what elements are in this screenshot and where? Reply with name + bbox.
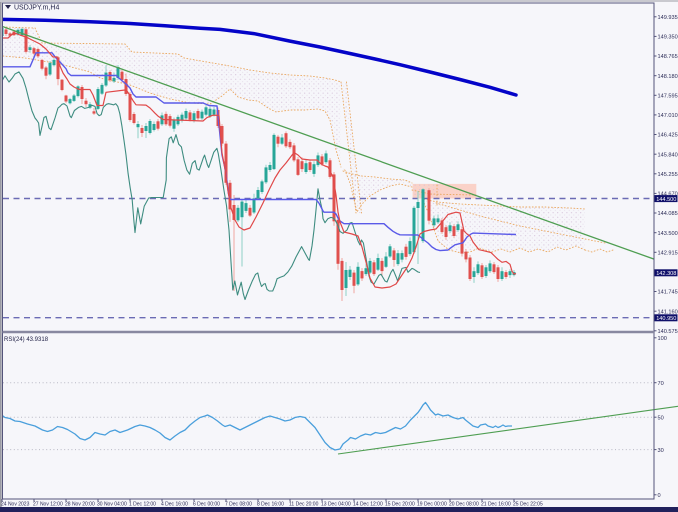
svg-text:100: 100 <box>658 336 667 342</box>
svg-text:0: 0 <box>658 493 661 499</box>
svg-text:148.180: 148.180 <box>658 74 678 80</box>
svg-text:27 Nov 12:00: 27 Nov 12:00 <box>33 502 63 508</box>
svg-text:11 Dec 20:00: 11 Dec 20:00 <box>289 502 319 508</box>
svg-text:14 Dec 12:00: 14 Dec 12:00 <box>353 502 383 508</box>
svg-text:28 Nov 20:00: 28 Nov 20:00 <box>65 502 95 508</box>
svg-text:70: 70 <box>658 381 664 387</box>
svg-text:142.915: 142.915 <box>658 251 678 257</box>
svg-text:24 Nov 2023: 24 Nov 2023 <box>1 502 30 508</box>
svg-text:141.160: 141.160 <box>658 309 678 315</box>
svg-text:19 Dec 00:00: 19 Dec 00:00 <box>417 502 447 508</box>
svg-text:147.595: 147.595 <box>658 94 678 100</box>
svg-text:145.255: 145.255 <box>658 172 678 178</box>
svg-text:13 Dec 04:00: 13 Dec 04:00 <box>321 502 351 508</box>
svg-text:143.500: 143.500 <box>658 231 678 237</box>
svg-text:149.935: 149.935 <box>658 15 678 21</box>
svg-text:21 Dec 16:00: 21 Dec 16:00 <box>481 502 511 508</box>
svg-text:141.745: 141.745 <box>658 290 678 296</box>
svg-text:6 Dec 00:00: 6 Dec 00:00 <box>193 502 220 508</box>
svg-text:144.500: 144.500 <box>656 197 676 203</box>
svg-text:RSI(24) 43.9318: RSI(24) 43.9318 <box>4 337 49 343</box>
svg-text:148.765: 148.765 <box>658 54 678 60</box>
svg-text:7 Dec 08:00: 7 Dec 08:00 <box>225 502 252 508</box>
svg-text:15 Dec 20:00: 15 Dec 20:00 <box>385 502 415 508</box>
svg-text:20 Dec 08:00: 20 Dec 08:00 <box>449 502 479 508</box>
svg-text:140.950: 140.950 <box>656 316 676 322</box>
svg-text:145.840: 145.840 <box>658 152 678 158</box>
svg-text:30: 30 <box>658 448 664 454</box>
svg-text:149.350: 149.350 <box>658 35 678 41</box>
svg-text:30 Nov 04:00: 30 Nov 04:00 <box>97 502 127 508</box>
svg-text:140.575: 140.575 <box>658 329 678 335</box>
svg-text:1 Dec 12:00: 1 Dec 12:00 <box>129 502 156 508</box>
svg-text:50: 50 <box>658 415 664 421</box>
svg-text:8 Dec 16:00: 8 Dec 16:00 <box>257 502 284 508</box>
svg-text:146.425: 146.425 <box>658 133 678 139</box>
svg-text:144.670: 144.670 <box>658 192 678 198</box>
svg-text:142.308: 142.308 <box>656 271 676 277</box>
svg-text:147.010: 147.010 <box>658 113 678 119</box>
svg-text:4 Dec 16:00: 4 Dec 16:00 <box>161 502 188 508</box>
svg-text:144.085: 144.085 <box>658 211 678 217</box>
svg-text:25 Dec 22:05: 25 Dec 22:05 <box>513 502 543 508</box>
svg-text:USDJPY.m,H4: USDJPY.m,H4 <box>14 5 59 12</box>
